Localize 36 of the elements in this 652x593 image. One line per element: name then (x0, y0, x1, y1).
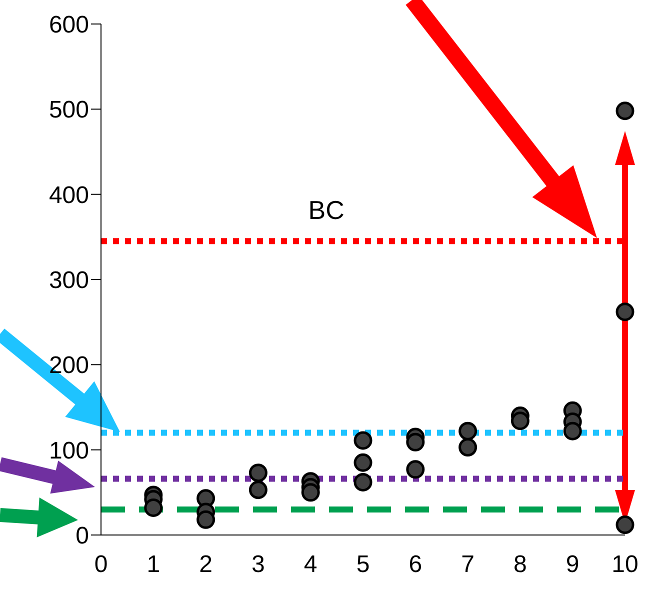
point (458, 422, 478, 440)
point (616, 302, 634, 322)
x-tick-label: 9 (566, 551, 580, 578)
point (563, 422, 582, 440)
x-tick-label: 8 (514, 551, 527, 578)
point (510, 412, 530, 430)
y-tick-label: 500 (48, 96, 89, 124)
x-tick-label: 5 (356, 551, 370, 578)
point (301, 483, 320, 502)
x-tick-label: 4 (304, 551, 318, 578)
x-tick-label: 6 (408, 551, 422, 578)
point (144, 498, 163, 517)
x-tick-label: 7 (461, 551, 474, 578)
y-tick-label: 400 (48, 182, 89, 209)
y-tick-label: 0 (76, 522, 89, 550)
y-tick-label: 200 (48, 352, 89, 380)
point (248, 464, 268, 482)
point (248, 480, 268, 500)
x-tick-label: 3 (252, 551, 265, 578)
point (406, 432, 425, 452)
point (616, 102, 634, 120)
point (354, 431, 372, 450)
x-tick-label: 10 (612, 551, 638, 578)
ref-line-label: BC (308, 195, 344, 226)
point (406, 460, 425, 479)
point (354, 453, 372, 472)
y-tick-label: 100 (48, 437, 89, 464)
x-tick-label: 0 (94, 551, 108, 578)
y-tick-label: 600 (48, 12, 89, 39)
x-tick-label: 2 (199, 551, 212, 578)
y-tick-label: 300 (48, 267, 89, 294)
point (458, 438, 478, 457)
point (616, 516, 634, 534)
point (196, 510, 216, 529)
point (354, 472, 372, 492)
x-tick-label: 1 (146, 551, 160, 578)
